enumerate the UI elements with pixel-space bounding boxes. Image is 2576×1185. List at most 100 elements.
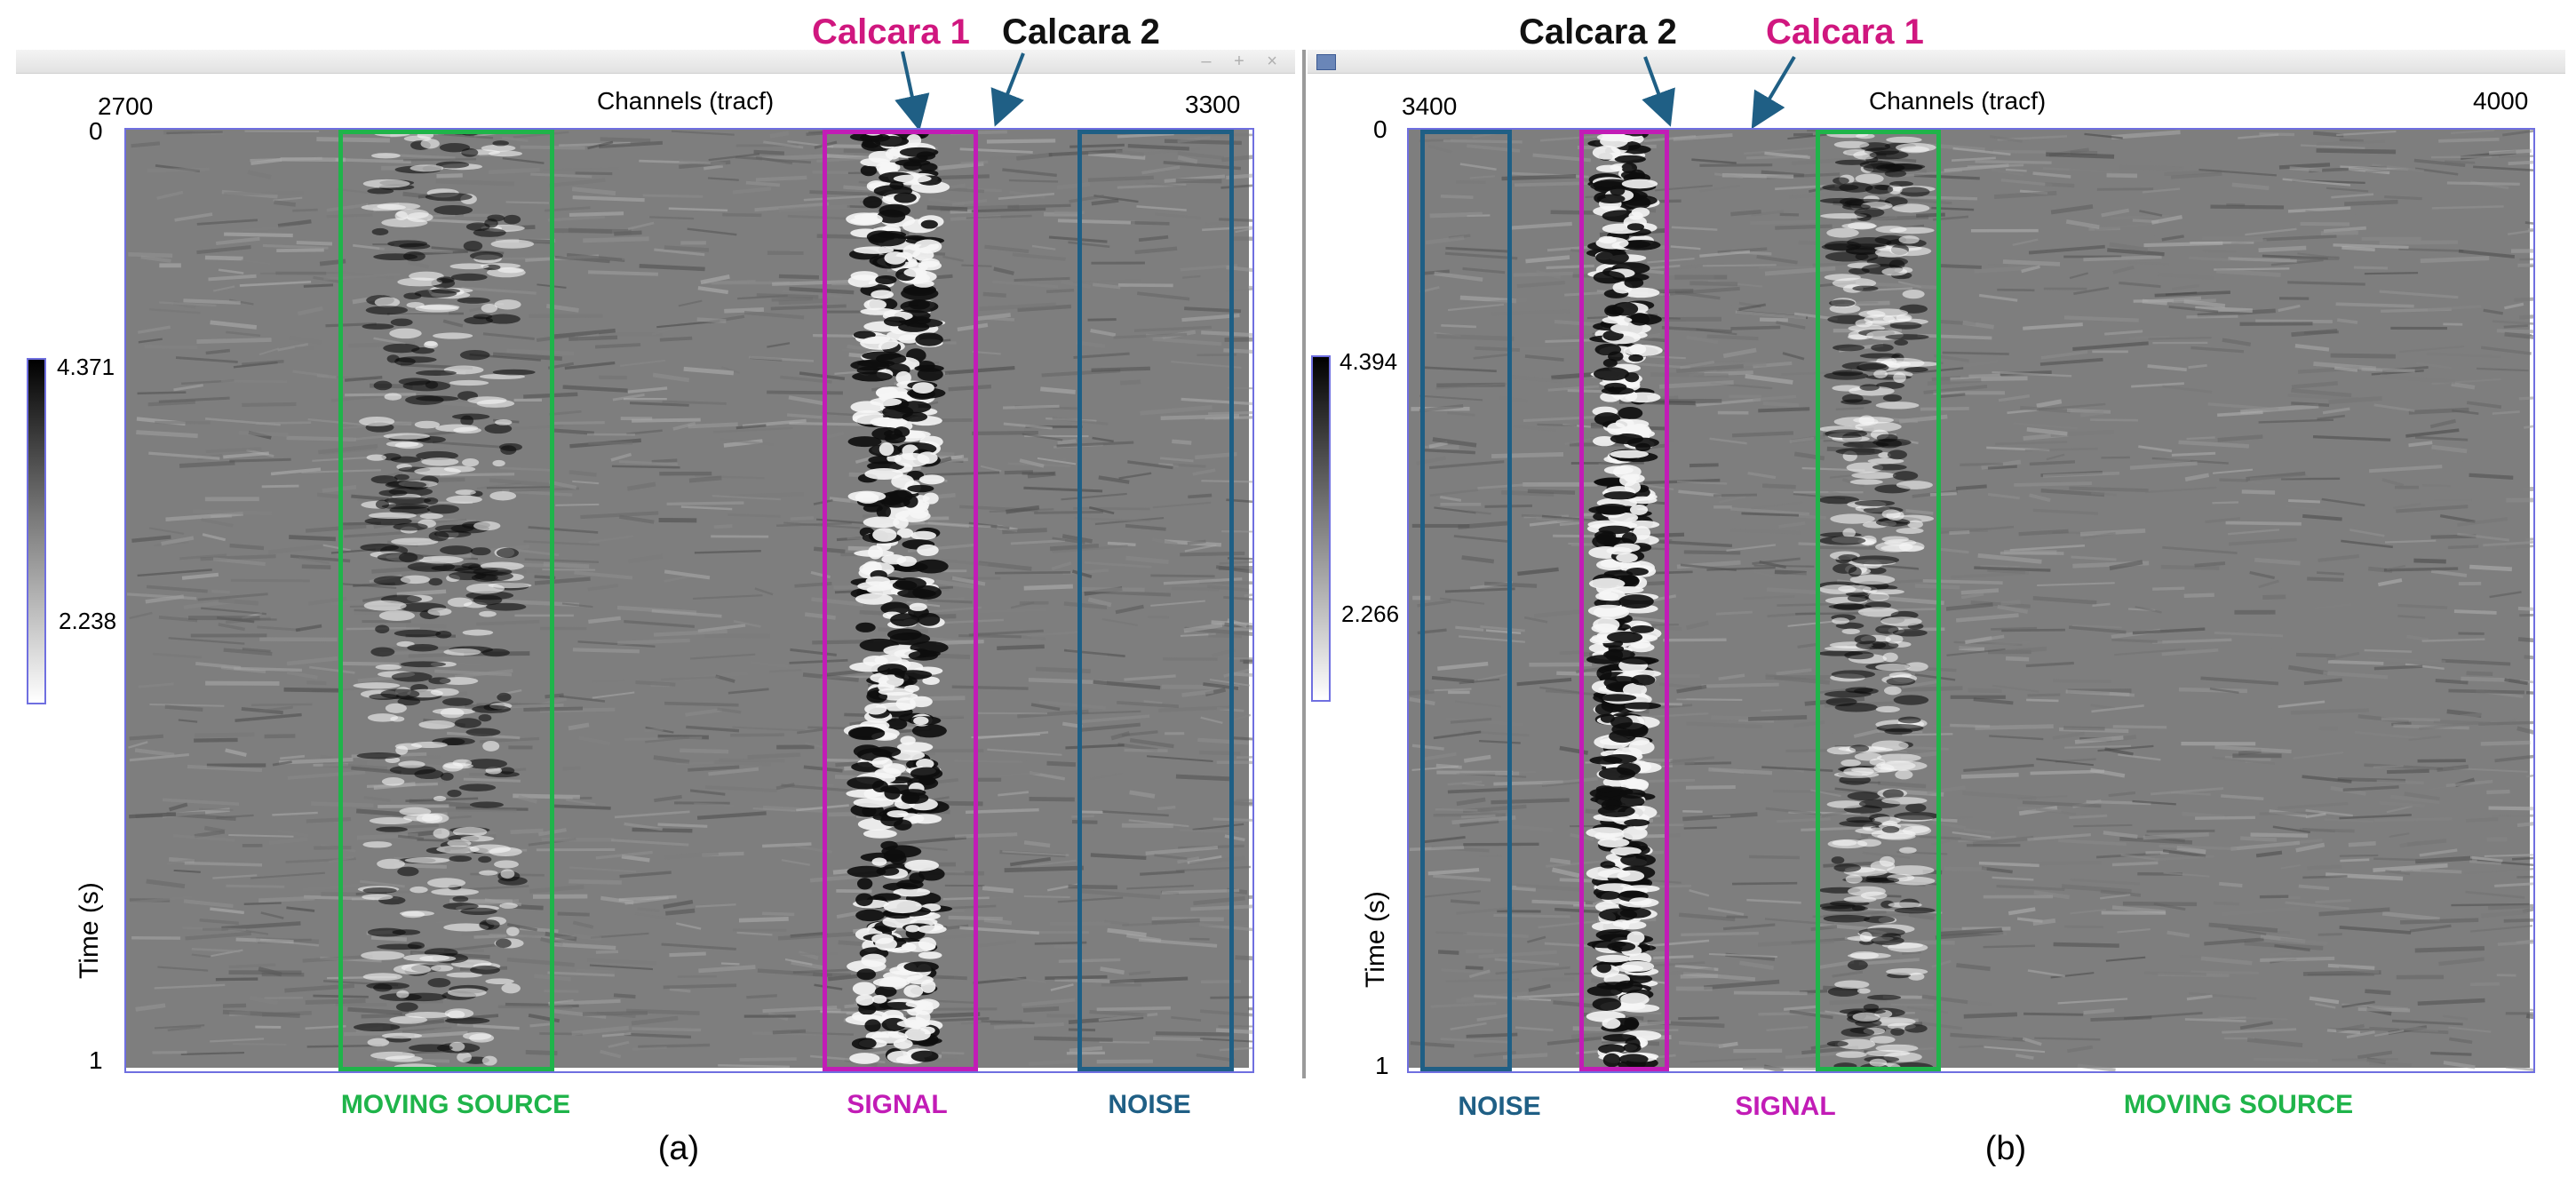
noise-streak <box>2421 483 2451 488</box>
noise-streak <box>638 1043 711 1049</box>
noise-streak <box>678 299 703 307</box>
noise-streak <box>1094 590 1171 597</box>
noise-streak <box>528 526 599 534</box>
noise-streak <box>2480 740 2531 746</box>
noise-streak <box>2278 700 2326 708</box>
noise-streak <box>1968 373 2001 378</box>
noise-streak <box>1936 927 2002 937</box>
seismic-event <box>435 424 479 433</box>
noise-streak <box>2161 648 2219 656</box>
noise-streak <box>2061 884 2132 894</box>
noise-streak <box>1835 407 1864 411</box>
noise-streak <box>1243 659 1252 664</box>
noise-streak <box>1130 220 1170 226</box>
seismic-event <box>435 630 452 639</box>
noise-streak <box>1175 178 1222 184</box>
seismic-event <box>481 1055 497 1066</box>
noise-streak <box>502 136 529 142</box>
noise-streak <box>2008 907 2036 916</box>
noise-streak <box>704 633 770 639</box>
noise-streak <box>2321 497 2365 507</box>
noise-streak <box>2188 363 2207 370</box>
noise-streak <box>1962 320 1994 330</box>
seismic-event <box>894 192 917 203</box>
noise-streak <box>1828 490 1857 498</box>
seismic-event <box>494 860 519 869</box>
seismic-event <box>386 441 419 448</box>
noise-streak <box>1991 168 2024 177</box>
noise-streak <box>2128 335 2170 340</box>
noise-streak <box>622 257 672 260</box>
noise-streak <box>1474 993 1530 1002</box>
noise-streak <box>2326 651 2360 661</box>
seismic-event <box>473 594 503 606</box>
noise-streak <box>629 402 689 407</box>
noise-streak <box>1732 881 1798 886</box>
noise-streak <box>671 130 735 136</box>
noise-streak <box>1952 831 1992 839</box>
noise-streak <box>203 825 226 834</box>
noise-streak <box>2317 414 2345 421</box>
noise-streak <box>2152 639 2211 645</box>
noise-streak <box>2208 922 2278 933</box>
noise-streak <box>2323 671 2389 680</box>
noise-streak <box>1212 817 1252 822</box>
noise-streak <box>720 438 775 446</box>
noise-streak <box>1475 346 1520 352</box>
seismic-event <box>367 713 399 722</box>
noise-streak <box>1878 781 1927 789</box>
noise-streak <box>2249 474 2308 481</box>
noise-streak <box>229 543 265 551</box>
noise-streak <box>571 187 616 196</box>
noise-streak <box>2414 435 2469 441</box>
noise-streak <box>998 771 1040 778</box>
seismic-event <box>374 297 401 308</box>
noise-streak <box>834 775 857 780</box>
seismic-event <box>394 743 423 750</box>
noise-streak <box>1546 1036 1603 1046</box>
noise-streak <box>2327 660 2384 665</box>
noise-streak <box>2384 539 2437 544</box>
seismic-event <box>460 835 495 842</box>
seismic-event <box>381 777 405 786</box>
noise-streak <box>2353 266 2389 270</box>
noise-streak <box>1150 574 1215 578</box>
window-controls-icon[interactable]: – + × <box>1201 52 1286 71</box>
noise-streak <box>208 274 257 282</box>
noise-streak <box>1007 203 1071 209</box>
x-tick-start-b: 3400 <box>1402 92 1458 120</box>
noise-streak <box>218 623 245 632</box>
noise-streak <box>762 842 812 848</box>
noise-streak <box>1967 163 2024 168</box>
noise-streak <box>1428 441 1448 449</box>
noise-streak <box>2026 426 2068 436</box>
noise-streak <box>675 922 702 930</box>
noise-streak <box>2369 1061 2413 1068</box>
noise-streak <box>199 918 239 926</box>
seismic-event <box>497 267 525 274</box>
noise-streak <box>2162 545 2238 555</box>
noise-streak <box>2225 521 2302 526</box>
noise-streak <box>215 977 258 982</box>
noise-streak <box>221 379 288 384</box>
noise-streak <box>2340 858 2370 863</box>
seismic-event <box>904 859 940 871</box>
noise-streak <box>2373 863 2448 872</box>
noise-streak <box>1905 509 1934 515</box>
seismic-event <box>384 497 432 505</box>
noise-streak <box>2469 925 2533 933</box>
seismic-event <box>914 559 949 574</box>
noise-streak <box>1832 970 1864 978</box>
noise-streak <box>1019 458 1045 468</box>
noise-streak <box>564 361 616 370</box>
noise-streak <box>2028 493 2051 503</box>
noise-streak <box>137 569 212 577</box>
noise-streak <box>663 983 737 990</box>
seismic-event <box>868 232 906 247</box>
noise-streak <box>2167 930 2190 938</box>
seismic-event <box>494 299 521 310</box>
noise-streak <box>1038 700 1107 710</box>
noise-streak <box>1192 823 1244 831</box>
noise-streak <box>2322 407 2350 415</box>
noise-streak <box>1511 221 1572 230</box>
